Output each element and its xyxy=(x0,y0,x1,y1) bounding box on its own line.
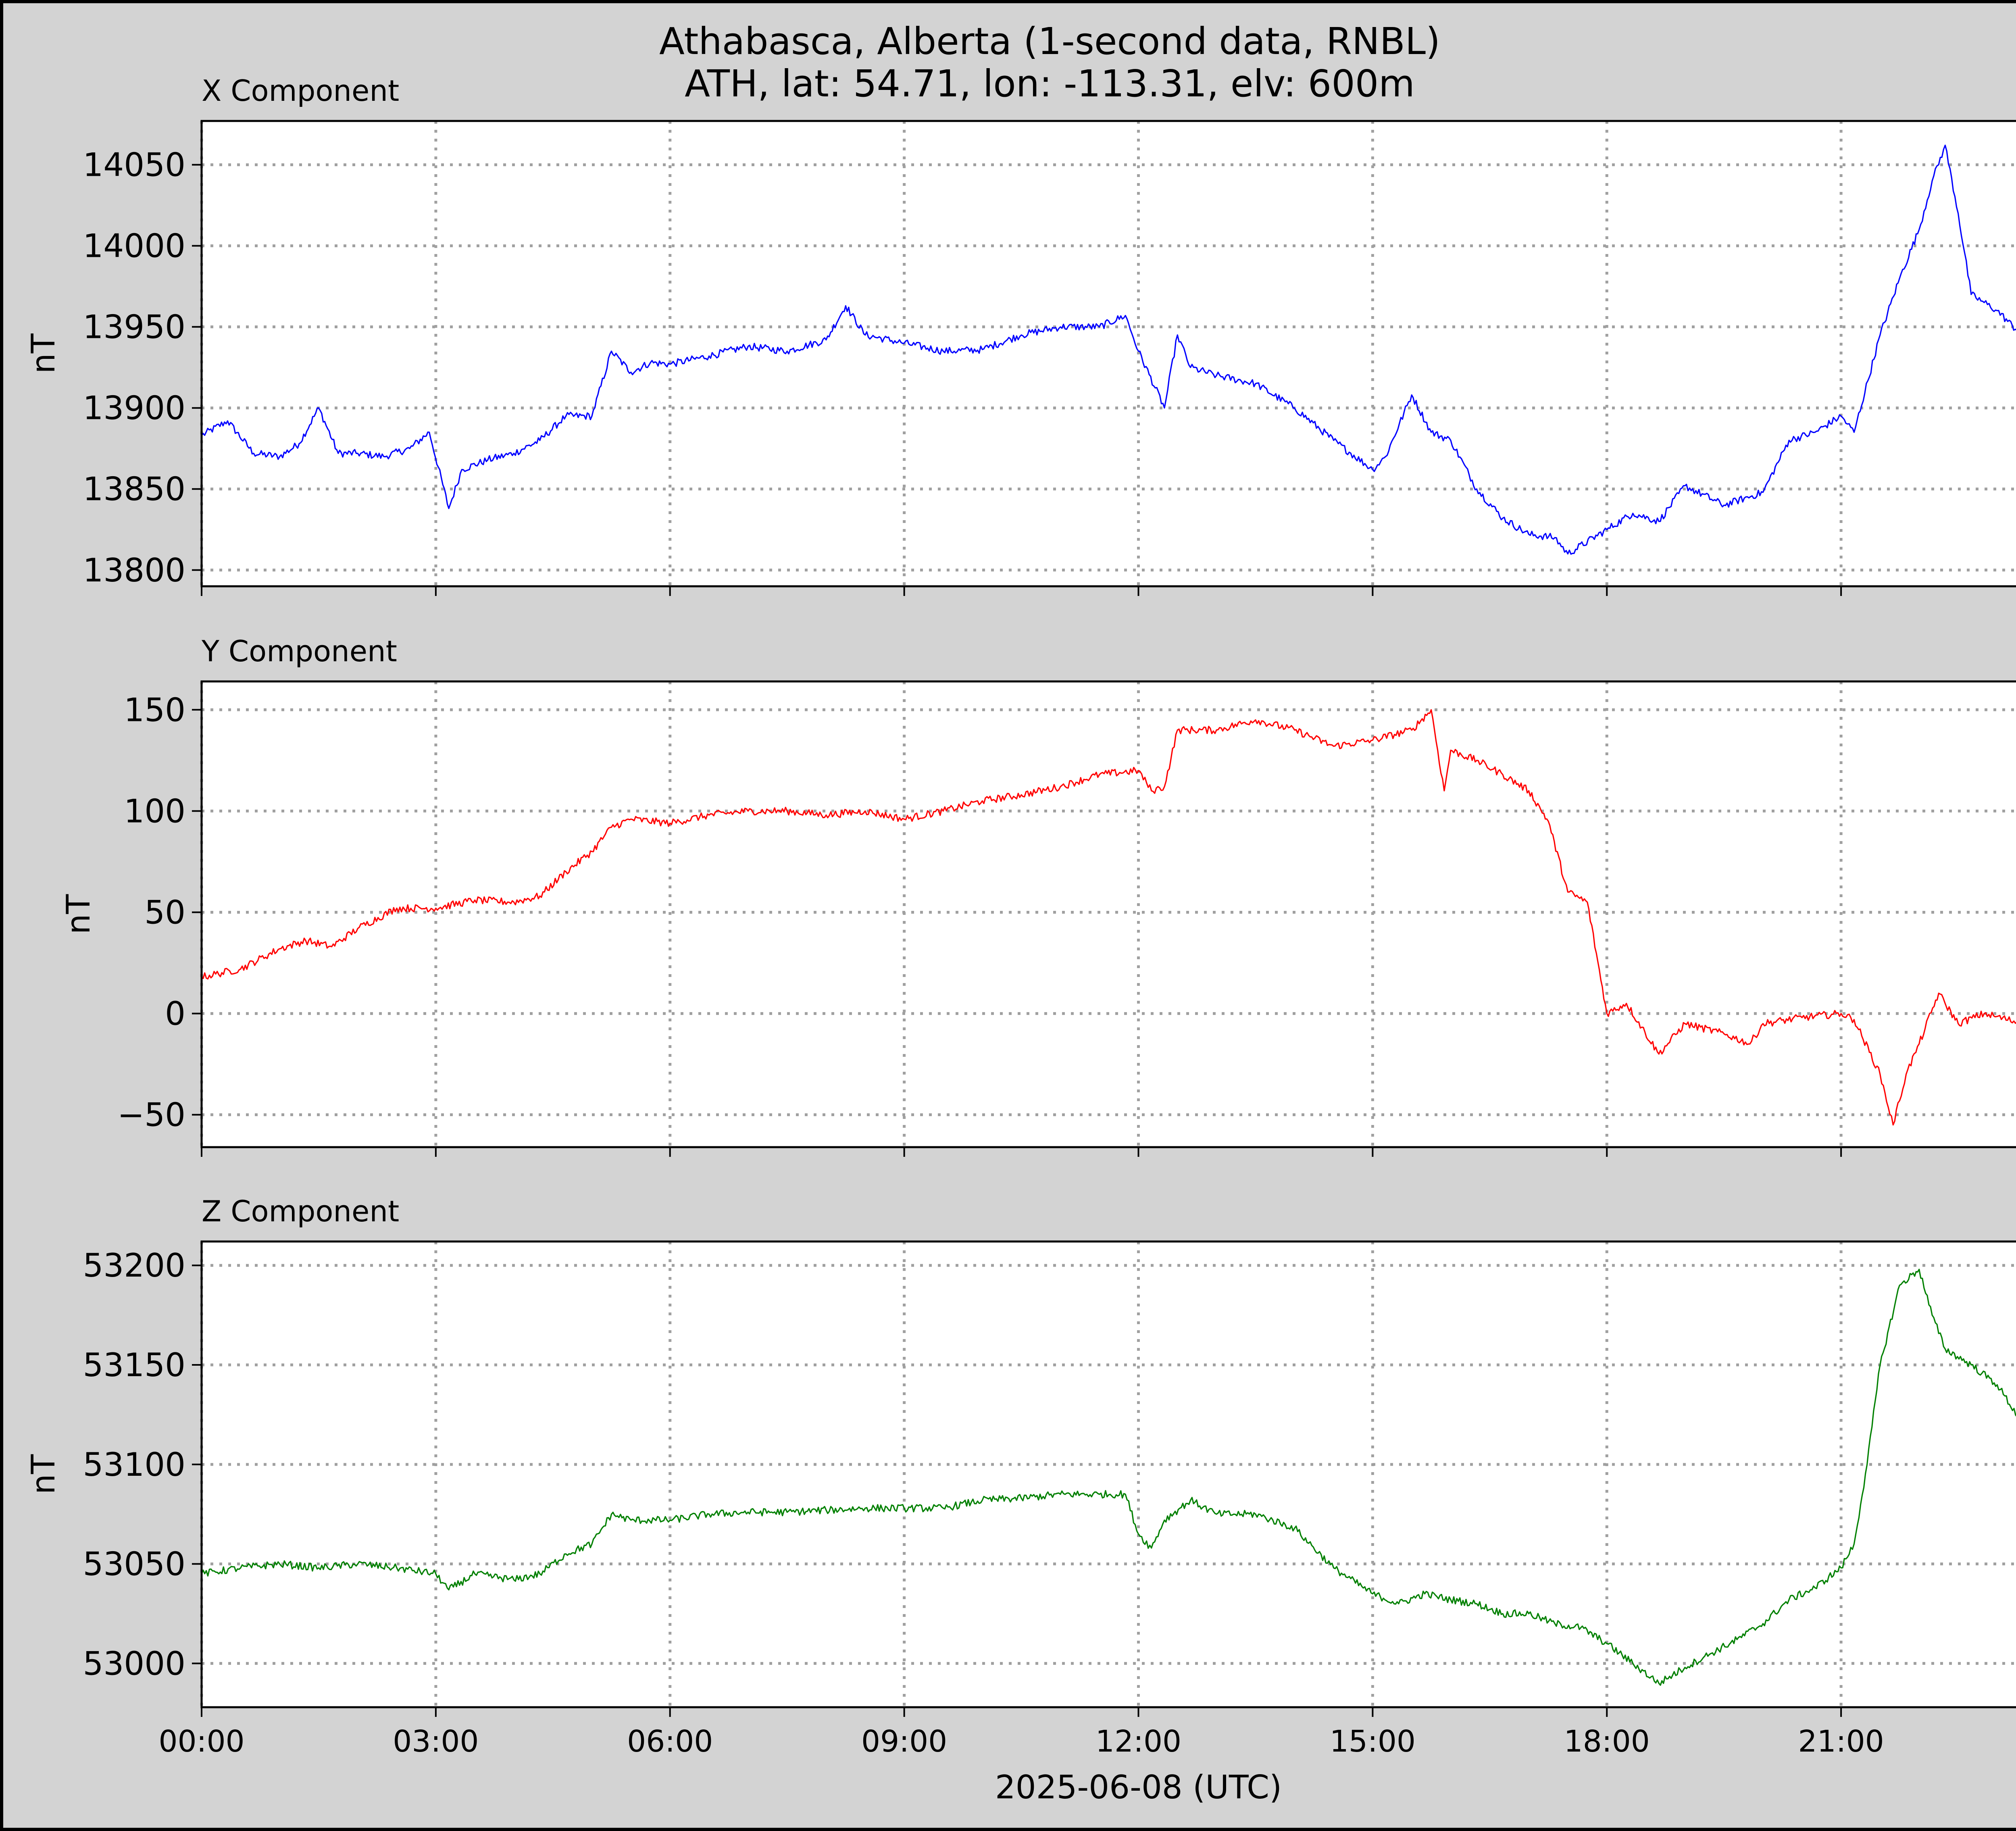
y-tick-label: 13800 xyxy=(83,552,186,589)
y-tick-label: 53100 xyxy=(83,1446,186,1483)
panel-z-component: 00:00 03:00 06:00 09:00 12:00 15:00 18:00 21:00… xyxy=(25,1194,2016,1759)
axes-frame xyxy=(200,120,2016,587)
y-tick-label: 14000 xyxy=(83,227,186,265)
y-tick-label: 100 xyxy=(124,792,185,830)
y-tick-label: 14050 xyxy=(83,146,186,184)
panel-title: Z Component xyxy=(202,1194,399,1228)
x-tick-label: 00:00 xyxy=(158,1724,244,1759)
panel-x-component: 13800 13850 13900 13950 14000 14050 X Componen… xyxy=(25,74,2016,596)
y-tick-label: 50 xyxy=(144,894,185,931)
x-tick-label: 18:00 xyxy=(1564,1724,1650,1759)
y-tick-label: 13900 xyxy=(83,390,186,427)
series-line-x xyxy=(201,144,2016,555)
y-tick-label: 53050 xyxy=(83,1546,186,1583)
panel-y-component: −50 0 50 100 150 Y Component nT xyxy=(60,634,2016,1157)
y-axis-label: nT xyxy=(60,894,97,935)
x-tick-label: 21:00 xyxy=(1798,1724,1884,1759)
panel-title: Y Component xyxy=(201,634,397,668)
axes-frame xyxy=(200,680,2016,1148)
y-axis-label: nT xyxy=(25,333,62,374)
plot-area xyxy=(202,121,2016,586)
chart-title-line1: Athabasca, Alberta (1-second data, RNBL) xyxy=(659,20,1440,63)
series-line-z xyxy=(201,1269,2016,1686)
y-tick-label: 53150 xyxy=(83,1346,186,1384)
x-tick-label: 09:00 xyxy=(861,1724,947,1759)
x-tick-label: 12:00 xyxy=(1095,1724,1181,1759)
panel-title: X Component xyxy=(202,74,399,108)
y-tick-label: 13950 xyxy=(83,308,186,346)
x-tick-label: 06:00 xyxy=(627,1724,713,1759)
y-axis-label: nT xyxy=(25,1454,62,1495)
plot-area xyxy=(202,1241,2016,1707)
axes-frame xyxy=(200,1240,2016,1708)
y-tick-label: 0 xyxy=(165,995,185,1033)
y-tick-label: 13850 xyxy=(83,471,186,508)
y-tick-label: 150 xyxy=(124,691,185,729)
y-tick-label: 53200 xyxy=(83,1247,186,1284)
y-tick-label: 53000 xyxy=(83,1645,186,1682)
x-axis-label: 2025-06-08 (UTC) xyxy=(995,1769,1282,1806)
y-tick-label: −50 xyxy=(117,1096,185,1134)
x-tick-label: 15:00 xyxy=(1330,1724,1416,1759)
chart-title-line2: ATH, lat: 54.71, lon: -113.31, elv: 600m xyxy=(685,62,1415,105)
series-line-y xyxy=(201,709,2016,1126)
x-tick-label: 03:00 xyxy=(393,1724,479,1759)
plot-area xyxy=(202,681,2016,1147)
